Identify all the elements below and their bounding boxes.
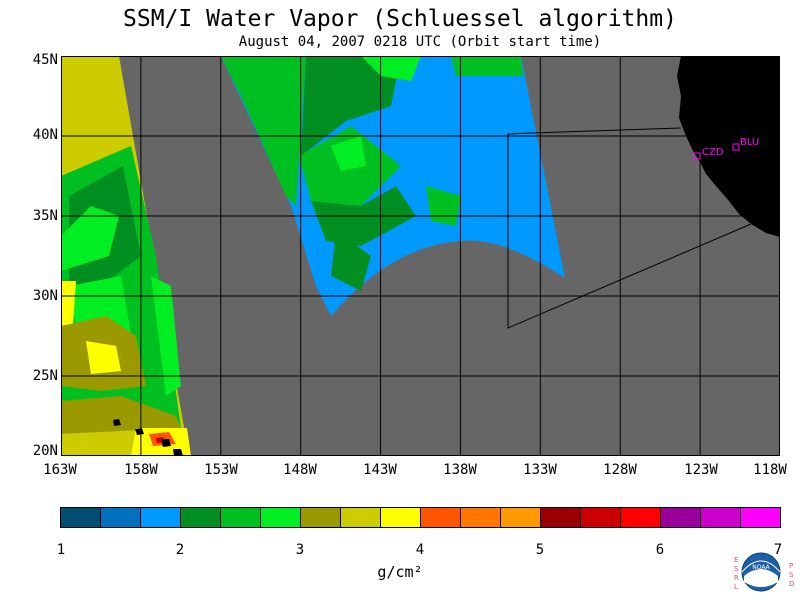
logo-center-text: NOAA (752, 564, 770, 571)
lat-label-40n: 40N (32, 127, 58, 143)
map-frame (61, 56, 780, 456)
lon-label-163w: 163W (43, 462, 77, 478)
lat-label-45n: 45N (32, 52, 58, 68)
lon-label-133w: 133W (523, 462, 557, 478)
colorbar-swatch (540, 507, 581, 528)
lon-label-123w: 123W (684, 462, 718, 478)
colorbar-tick-3: 3 (295, 542, 305, 558)
lon-label-153w: 153W (204, 462, 238, 478)
colorbar-swatch (580, 507, 621, 528)
land-mass (677, 56, 780, 237)
colorbar-tick-4: 4 (415, 542, 425, 558)
graticule (61, 56, 780, 456)
lon-label-128w: 128W (603, 462, 637, 478)
flight-track (507, 134, 752, 329)
colorbar (60, 507, 781, 528)
colorbar-tick-6: 6 (655, 542, 665, 558)
station-czd-marker[interactable] (693, 152, 701, 160)
colorbar-unit-label: g/cm² (377, 563, 423, 581)
colorbar-swatch (100, 507, 141, 528)
colorbar-swatch (620, 507, 661, 528)
colorbar-swatch (500, 507, 541, 528)
colorbar-tick-5: 5 (535, 542, 545, 558)
logo-right-text: PSD (789, 562, 795, 588)
colorbar-swatch (420, 507, 461, 528)
colorbar-swatch (180, 507, 221, 528)
lat-label-30n: 30N (32, 288, 58, 304)
station-czd-label: CZD (702, 147, 724, 158)
colorbar-swatch (700, 507, 741, 528)
station-blu-marker[interactable] (732, 143, 740, 151)
page-subtitle: August 04, 2007 0218 UTC (Orbit start ti… (238, 34, 602, 50)
logo-left-text: ESRL (734, 556, 739, 591)
noaa-esrl-psd-logo: NOAA (741, 552, 781, 592)
page-title: SSM/I Water Vapor (Schluessel algorithm) (123, 6, 677, 32)
lon-label-158w: 158W (124, 462, 158, 478)
colorbar-swatch (260, 507, 301, 528)
colorbar-swatch (340, 507, 381, 528)
colorbar-swatch (660, 507, 701, 528)
colorbar-swatch (740, 507, 781, 528)
lon-label-143w: 143W (363, 462, 397, 478)
lat-label-20n: 20N (32, 443, 58, 459)
colorbar-swatch (460, 507, 501, 528)
lon-label-118w: 118W (753, 462, 787, 478)
lon-label-148w: 148W (283, 462, 317, 478)
lon-label-138w: 138W (443, 462, 477, 478)
western-swath (61, 56, 191, 456)
colorbar-tick-7: 7 (773, 542, 783, 558)
water-vapor-map[interactable] (61, 56, 780, 456)
colorbar-tick-1: 1 (56, 542, 66, 558)
colorbar-swatch (220, 507, 261, 528)
flight-track-north (507, 127, 682, 135)
lat-label-25n: 25N (32, 368, 58, 384)
colorbar-swatch (380, 507, 421, 528)
colorbar-swatch (60, 507, 101, 528)
lat-label-35n: 35N (32, 208, 58, 224)
station-blu-label: BLU (740, 137, 760, 148)
colorbar-swatch (140, 507, 181, 528)
colorbar-swatch (300, 507, 341, 528)
colorbar-tick-2: 2 (175, 542, 185, 558)
